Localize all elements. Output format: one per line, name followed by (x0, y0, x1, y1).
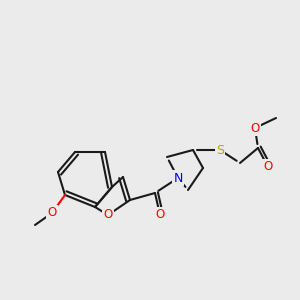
Text: O: O (263, 160, 273, 173)
Text: O: O (103, 208, 112, 221)
Text: O: O (155, 208, 165, 221)
Text: O: O (250, 122, 260, 134)
Text: O: O (47, 206, 57, 220)
Text: N: N (173, 172, 183, 184)
Text: S: S (216, 143, 224, 157)
